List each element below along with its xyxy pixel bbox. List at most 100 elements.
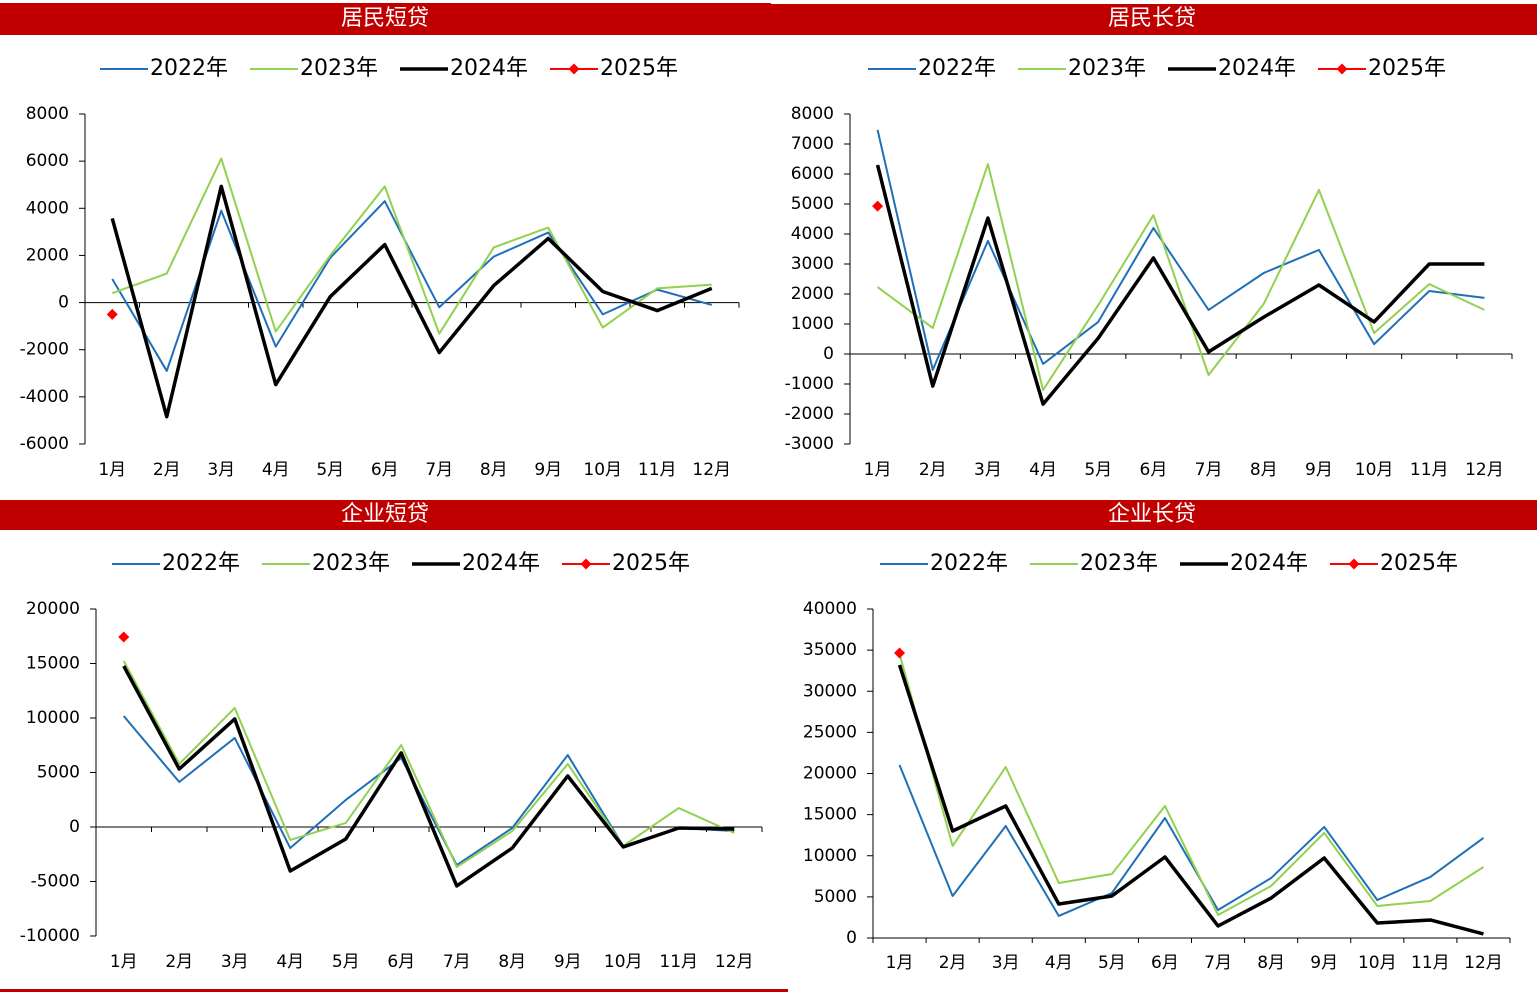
y-tick-label: 0 xyxy=(823,344,834,364)
series-line xyxy=(876,163,1485,391)
series-line xyxy=(122,665,735,888)
series-line xyxy=(122,660,735,869)
y-tick-label: 4000 xyxy=(26,198,69,218)
x-tick-label: 6月 xyxy=(371,460,399,480)
series-line xyxy=(898,764,1485,917)
series-line xyxy=(111,200,713,372)
y-tick-label: 0 xyxy=(69,817,80,837)
y-tick-label: 20000 xyxy=(803,764,857,784)
series-marker xyxy=(118,631,130,643)
y-tick-label: 20000 xyxy=(26,599,80,619)
y-tick-label: 3000 xyxy=(791,254,834,274)
x-tick-label: 3月 xyxy=(974,460,1002,480)
y-tick-label: 0 xyxy=(58,293,69,313)
x-tick-label: 6月 xyxy=(1151,953,1179,973)
legend-label: 2024年 xyxy=(1218,56,1296,81)
legend-label: 2024年 xyxy=(462,551,540,576)
series-marker xyxy=(106,308,118,320)
legend-label: 2024年 xyxy=(450,56,528,81)
x-tick-label: 5月 xyxy=(1084,460,1112,480)
series-line xyxy=(111,157,712,335)
x-tick-label: 7月 xyxy=(443,952,471,972)
chart-title: 居民短贷 xyxy=(341,6,429,31)
legend-label: 2022年 xyxy=(918,56,996,81)
bottom-rule xyxy=(0,989,788,992)
title-bar xyxy=(0,3,771,35)
x-tick-label: 10月 xyxy=(583,460,622,480)
x-tick-label: 4月 xyxy=(1045,953,1073,973)
y-tick-label: 15000 xyxy=(803,805,857,825)
x-tick-label: 7月 xyxy=(425,460,453,480)
x-tick-label: 9月 xyxy=(1310,953,1338,973)
y-tick-label: -6000 xyxy=(20,434,69,454)
y-tick-label: 5000 xyxy=(791,194,834,214)
series-marker xyxy=(872,200,884,212)
x-tick-label: 9月 xyxy=(554,952,582,972)
x-tick-label: 5月 xyxy=(332,952,360,972)
y-tick-label: -5000 xyxy=(31,872,80,892)
x-tick-label: 12月 xyxy=(1464,953,1503,973)
y-tick-label: 10000 xyxy=(803,846,857,866)
x-tick-label: 11月 xyxy=(638,460,677,480)
legend-label: 2022年 xyxy=(150,56,228,81)
y-tick-label: 6000 xyxy=(791,164,834,184)
x-tick-label: 3月 xyxy=(992,953,1020,973)
y-tick-label: 35000 xyxy=(803,640,857,660)
y-tick-label: 8000 xyxy=(791,104,834,124)
x-tick-label: 8月 xyxy=(1257,953,1285,973)
y-tick-label: 25000 xyxy=(803,722,857,742)
x-tick-label: 11月 xyxy=(1411,953,1450,973)
legend-label: 2025年 xyxy=(600,56,678,81)
legend-label: 2023年 xyxy=(312,551,390,576)
y-tick-label: -2000 xyxy=(785,404,834,424)
legend-label: 2022年 xyxy=(162,551,240,576)
y-tick-label: -10000 xyxy=(20,926,80,946)
title-bar xyxy=(771,4,1537,35)
x-tick-label: 12月 xyxy=(715,952,754,972)
x-tick-label: 4月 xyxy=(262,460,290,480)
x-tick-label: 6月 xyxy=(387,952,415,972)
x-tick-label: 7月 xyxy=(1204,953,1232,973)
x-tick-label: 7月 xyxy=(1195,460,1223,480)
legend-label: 2025年 xyxy=(1368,56,1446,81)
y-tick-label: 4000 xyxy=(791,224,834,244)
series-line xyxy=(110,184,713,419)
x-tick-label: 4月 xyxy=(1029,460,1057,480)
x-tick-label: 2月 xyxy=(165,952,193,972)
x-tick-label: 6月 xyxy=(1140,460,1168,480)
x-tick-label: 1月 xyxy=(864,460,892,480)
x-tick-label: 11月 xyxy=(659,952,698,972)
y-tick-label: -2000 xyxy=(20,340,69,360)
y-tick-label: 7000 xyxy=(791,134,834,154)
title-bar xyxy=(0,500,771,530)
y-tick-label: -3000 xyxy=(785,434,834,454)
x-tick-label: 3月 xyxy=(221,952,249,972)
y-tick-label: 40000 xyxy=(803,599,857,619)
y-tick-label: 15000 xyxy=(26,654,80,674)
x-tick-label: 12月 xyxy=(1465,460,1504,480)
y-tick-label: -4000 xyxy=(20,387,69,407)
y-tick-label: 1000 xyxy=(791,314,834,334)
x-tick-label: 12月 xyxy=(692,460,731,480)
x-tick-label: 8月 xyxy=(498,952,526,972)
legend-marker xyxy=(568,63,580,75)
legend-label: 2023年 xyxy=(1080,551,1158,576)
x-tick-label: 10月 xyxy=(1358,953,1397,973)
title-bar xyxy=(771,500,1537,530)
legend-label: 2022年 xyxy=(930,551,1008,576)
legend-marker xyxy=(580,558,592,570)
y-tick-label: 5000 xyxy=(37,763,80,783)
y-tick-label: 8000 xyxy=(26,104,69,124)
x-tick-label: 9月 xyxy=(1305,460,1333,480)
series-line xyxy=(876,129,1485,371)
y-tick-label: 2000 xyxy=(26,245,69,265)
x-tick-label: 8月 xyxy=(1250,460,1278,480)
legend-label: 2025年 xyxy=(1380,551,1458,576)
x-tick-label: 9月 xyxy=(534,460,562,480)
x-tick-label: 8月 xyxy=(480,460,508,480)
y-tick-label: -1000 xyxy=(785,374,834,394)
y-tick-label: 2000 xyxy=(791,284,834,304)
legend-label: 2024年 xyxy=(1230,551,1308,576)
legend-marker xyxy=(1336,63,1348,75)
